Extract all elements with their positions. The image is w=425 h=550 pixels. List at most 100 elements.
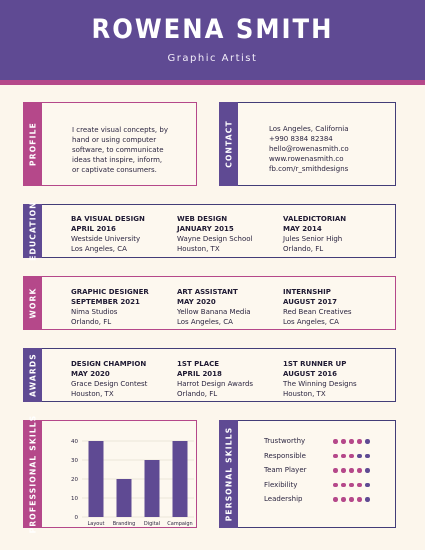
rating-dot-filled — [333, 439, 338, 444]
entry-location: Houston, TX — [177, 245, 220, 253]
skill-row: Responsible — [264, 451, 376, 466]
entry-location: Orlando, FL — [71, 318, 112, 326]
personal-skills-tab-label: PERSONAL SKILLS — [224, 426, 233, 522]
entry-location: Los Angeles, CA — [177, 318, 233, 326]
skill-name: Flexibility — [264, 480, 298, 489]
rating-dot-empty — [365, 497, 370, 502]
bar — [88, 441, 104, 517]
entry-date: APRIL 2016 — [71, 225, 116, 233]
contact-phone: +990 8384 82384 — [269, 135, 333, 143]
entry-place: Harrot Design Awards — [177, 380, 254, 388]
skill-rating — [333, 497, 373, 503]
awards-card: AWARDS DESIGN CHAMPION MAY 2020 Grace De… — [23, 348, 396, 402]
rating-dot-filled — [333, 468, 338, 473]
skill-name: Leadership — [264, 495, 303, 503]
contact-tab: CONTACT — [219, 102, 238, 186]
entry-title: 1ST RUNNER UP — [283, 360, 347, 368]
entry-date: SEPTEMBER 2021 — [71, 298, 140, 306]
professional-skills-tab-label: PROFESSIONAL SKILLS — [28, 414, 37, 534]
rating-dot-filled — [357, 497, 362, 502]
entry-date: MAY 2020 — [177, 298, 216, 306]
entry-location: Houston, TX — [283, 390, 326, 398]
work-tab-label: WORK — [28, 287, 37, 319]
rating-dot-filled — [341, 468, 346, 473]
entry-place: Nima Studios — [71, 308, 118, 316]
skill-row: Leadership — [264, 494, 376, 509]
rating-dot-filled — [349, 482, 354, 487]
rating-dot-filled — [333, 497, 338, 502]
awards-tab-label: AWARDS — [28, 353, 37, 397]
education-tab: EDUCATION — [23, 201, 42, 261]
x-tick-label: Campaign — [167, 521, 192, 527]
contact-website: www.rowenasmith.co — [269, 155, 344, 163]
profile-line: or captivate consumers. — [72, 166, 157, 174]
entry-location: Houston, TX — [71, 390, 114, 398]
contact-card: CONTACT Los Angeles, California +990 838… — [219, 102, 396, 186]
contact-tab-label: CONTACT — [224, 120, 233, 168]
rating-dot-filled — [341, 453, 346, 458]
entry-place: Yellow Banana Media — [177, 308, 251, 316]
education-card: EDUCATION BA VISUAL DESIGN APRIL 2016 We… — [23, 201, 396, 261]
entry-place: Westside University — [71, 235, 141, 243]
profile-line: I create visual concepts, by — [72, 126, 168, 134]
personal-skills-list: Trustworthy Responsible Team Player Flexibi… — [264, 436, 376, 509]
entry-place: Red Bean Creatives — [283, 308, 352, 316]
entry-title: INTERNSHIP — [283, 288, 331, 296]
profile-line: hand or using computer — [72, 136, 157, 144]
awards-tab: AWARDS — [23, 348, 42, 402]
rating-dot-filled — [341, 497, 346, 502]
rating-dot-filled — [349, 439, 354, 444]
rating-dot-filled — [341, 482, 346, 487]
entry-date: AUGUST 2017 — [283, 298, 338, 306]
x-tick-label: Layout — [88, 521, 105, 527]
entry-date: MAY 2020 — [71, 370, 110, 378]
entry-title: BA VISUAL DESIGN — [71, 215, 145, 223]
personal-skills-card: PERSONAL SKILLS Trustworthy Responsible Te… — [219, 420, 396, 528]
professional-skills-card: PROFESSIONAL SKILLS 0 10 20 30 40 Layout Brand… — [23, 415, 197, 533]
y-tick-label: 30 — [71, 458, 78, 464]
award-entry: 1ST RUNNER UP AUGUST 2016 The Winning De… — [283, 359, 357, 399]
education-entry: WEB DESIGN JANUARY 2015 Wayne Design Sch… — [177, 214, 253, 254]
work-entry: GRAPHIC DESIGNER SEPTEMBER 2021 Nima Stu… — [71, 287, 149, 327]
entry-place: Wayne Design School — [177, 235, 253, 243]
bar — [172, 441, 188, 517]
entry-location: Orlando, FL — [283, 245, 324, 253]
entry-title: WEB DESIGN — [177, 215, 228, 223]
profile-line: ideas that inspire, inform, — [72, 156, 163, 164]
skill-row: Team Player — [264, 465, 376, 480]
work-tab: WORK — [23, 276, 42, 330]
header-accent-stripe — [0, 80, 425, 85]
rating-dot-empty — [357, 453, 362, 458]
header-banner: ROWENA SMITH Graphic Artist — [0, 0, 425, 80]
y-tick-label: 0 — [75, 515, 79, 521]
y-tick-label: 10 — [71, 496, 78, 502]
rating-dot-filled — [333, 453, 338, 458]
professional-skills-tab: PROFESSIONAL SKILLS — [23, 415, 42, 533]
y-tick-label: 20 — [71, 477, 78, 483]
rating-dot-filled — [357, 439, 362, 444]
contact-email: hello@rowenasmith.co — [269, 145, 349, 153]
rating-dot-empty — [365, 439, 370, 444]
entry-date: APRIL 2018 — [177, 370, 222, 378]
entry-date: MAY 2014 — [283, 225, 322, 233]
job-title: Graphic Artist — [167, 53, 258, 64]
skill-rating — [333, 468, 373, 474]
skills-bar-chart: 0 10 20 30 40 Layout Branding Digital Campaign — [64, 431, 199, 541]
skill-name: Responsible — [264, 451, 306, 460]
entry-location: Orlando, FL — [177, 390, 218, 398]
contact-text: Los Angeles, California +990 8384 82384 … — [269, 124, 394, 174]
entry-title: ART ASSISTANT — [177, 288, 238, 296]
skill-row: Trustworthy — [264, 436, 376, 451]
contact-address: Los Angeles, California — [269, 125, 349, 133]
entry-title: 1ST PLACE — [177, 360, 220, 368]
education-tab-label: EDUCATION — [28, 201, 37, 261]
profile-tab-label: PROFILE — [28, 122, 37, 166]
y-tick-label: 40 — [71, 439, 78, 445]
personal-skills-tab: PERSONAL SKILLS — [219, 420, 238, 528]
contact-social: fb.com/r_smithdesigns — [269, 165, 349, 173]
skill-rating — [333, 482, 373, 489]
entry-place: The Winning Designs — [283, 380, 357, 388]
skill-rating — [333, 453, 373, 460]
skill-name: Trustworthy — [264, 437, 306, 445]
bar — [144, 460, 160, 517]
